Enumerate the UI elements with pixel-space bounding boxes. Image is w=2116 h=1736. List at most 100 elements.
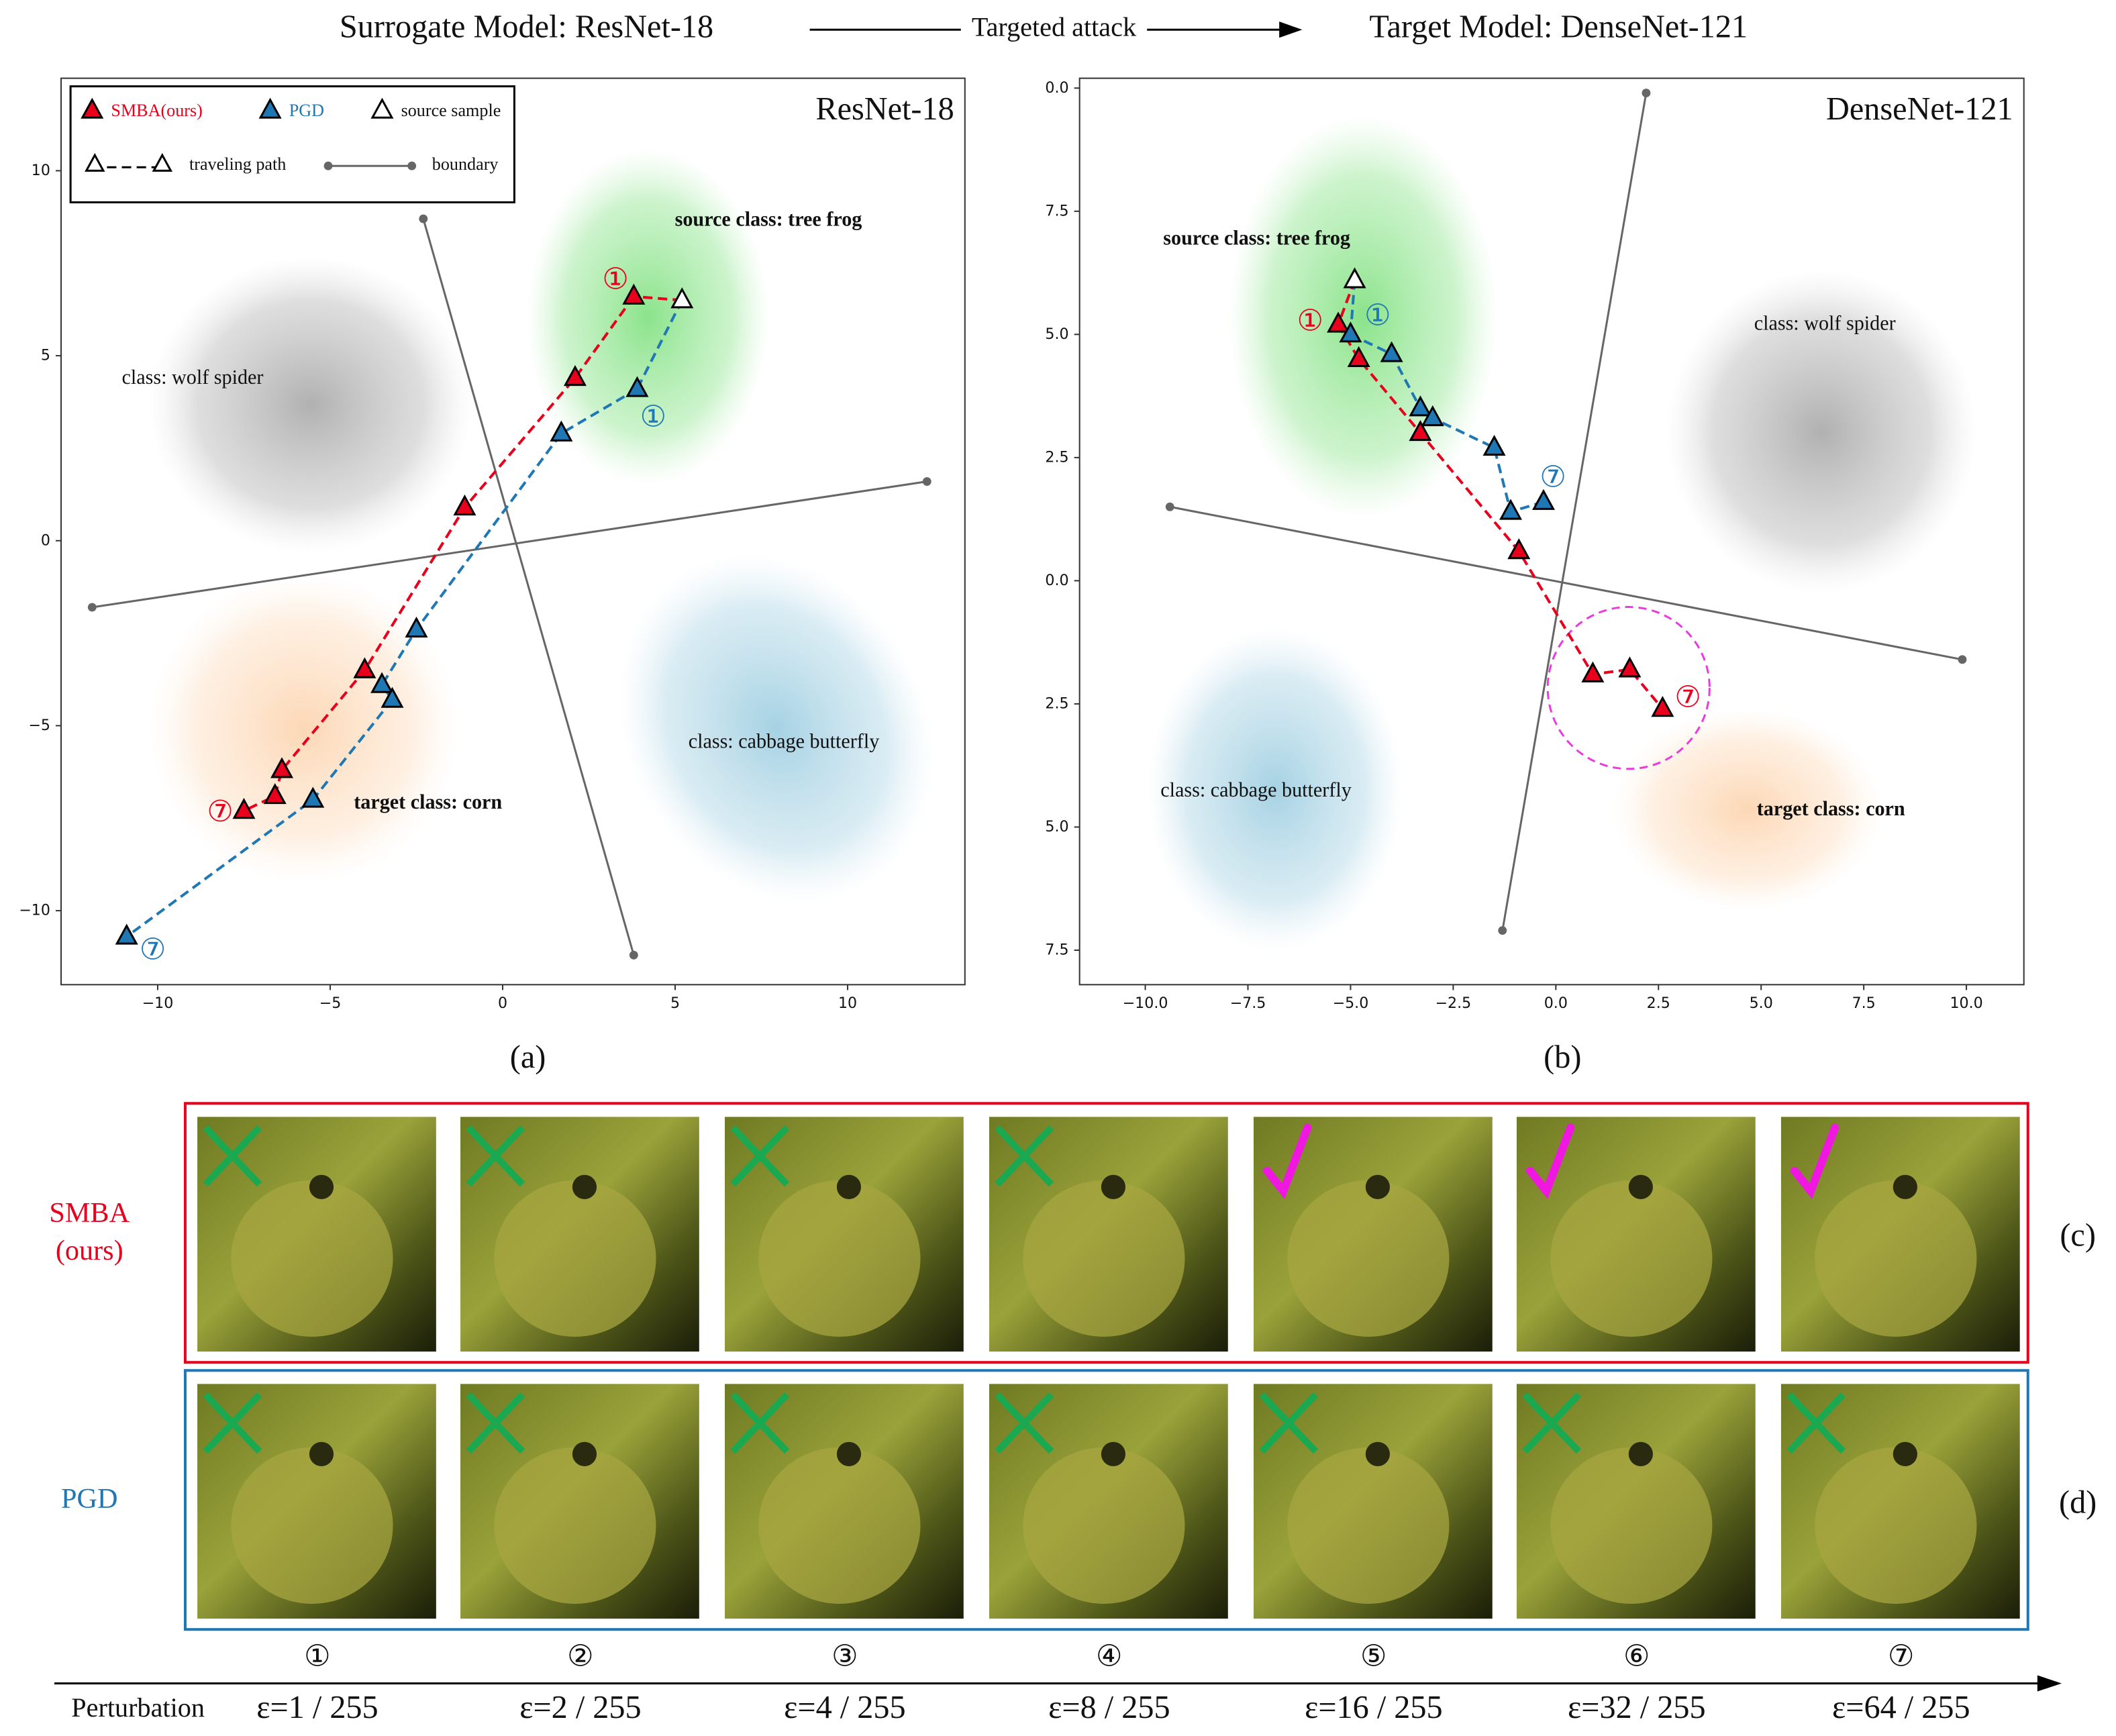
axis-arrow (2037, 1675, 2062, 1692)
boundary-end (87, 603, 97, 612)
fail-mark (730, 1125, 790, 1187)
epsilon-label: ε=8 / 255 (1048, 1690, 1170, 1725)
annotations: source class: tree frog class: wolf spid… (121, 208, 1905, 966)
step-label: ③ (832, 1640, 858, 1673)
frog-body (231, 1447, 393, 1604)
header: Surrogate Model: ResNet-18 Targeted atta… (340, 9, 1748, 46)
point (1618, 656, 1642, 678)
annotation: source class: tree frog (675, 208, 862, 231)
annotation: target class: corn (354, 790, 502, 813)
path-start (636, 299, 684, 390)
epsilon-label: ε=4 / 255 (784, 1690, 905, 1725)
step-label: ① (304, 1640, 331, 1673)
point (1651, 696, 1674, 717)
point (625, 376, 649, 397)
boundary-end (419, 214, 428, 223)
legend-symbol (323, 161, 333, 170)
epsilon-label: ε=32 / 255 (1568, 1690, 1706, 1725)
frog-eye (572, 1174, 597, 1199)
frog-body (758, 1180, 921, 1337)
frog-eye (1628, 1441, 1653, 1466)
frog-body (1815, 1447, 1977, 1604)
y-tick-label: 2.5 (1045, 695, 1068, 712)
epsilon-label: ε=16 / 255 (1305, 1690, 1443, 1725)
fail-mark (730, 1392, 790, 1454)
y-tick-label: 2.5 (1045, 448, 1068, 466)
x-tick-label: −5 (319, 994, 342, 1012)
y-tick-label: 0.0 (1045, 572, 1068, 589)
step-marker: ⑦ (1540, 461, 1566, 494)
frog-eye (309, 1441, 334, 1466)
point (1343, 267, 1366, 289)
caption: (b) (1544, 1039, 1581, 1075)
boundary-end (922, 477, 931, 486)
boundary-end (1498, 926, 1507, 935)
point (1339, 321, 1362, 343)
point (453, 494, 476, 516)
fail-mark (203, 1125, 262, 1187)
y-tick-label: 10 (32, 162, 50, 179)
y-tick-label: 0 (41, 531, 50, 549)
cloud (1666, 270, 1977, 594)
point (563, 364, 587, 387)
plot-frame (1078, 77, 2025, 986)
cloud (148, 256, 473, 554)
success-mark (1263, 1123, 1312, 1199)
arrow-head (1279, 21, 1303, 38)
clouds (148, 114, 1977, 952)
legend-label: boundary (432, 154, 499, 174)
point (353, 657, 376, 678)
frog-body (1815, 1180, 1977, 1337)
x-tick-label: 5.0 (1750, 994, 1773, 1012)
point (1482, 434, 1506, 456)
y-tick-label: 0.0 (1045, 79, 1068, 97)
success-mark (1790, 1123, 1840, 1199)
legend-symbol (81, 97, 104, 119)
cloud (1227, 114, 1498, 519)
legend-symbol (258, 97, 282, 119)
frog-body (758, 1447, 921, 1604)
epsilon-label: ε=1 / 255 (256, 1690, 378, 1725)
x-tick-label: 2.5 (1647, 994, 1670, 1012)
frog-eye (572, 1441, 597, 1466)
x-tick-label: −10 (142, 994, 174, 1012)
chart-title: ResNet-18 (815, 91, 954, 127)
frog-body (1550, 1180, 1713, 1337)
x-tick-label: −10.0 (1123, 994, 1168, 1012)
row-label: SMBA (49, 1197, 130, 1229)
y-tick-label: 7.5 (1045, 941, 1068, 958)
point (1421, 405, 1444, 427)
legend-label: source sample (401, 101, 501, 120)
point (1347, 346, 1370, 367)
x-tick-label: 10 (838, 994, 857, 1012)
point (1327, 311, 1350, 333)
step-label: ⑦ (1888, 1640, 1915, 1673)
panel-box (183, 1369, 2029, 1631)
boundary-end (1165, 502, 1174, 511)
annotation: source class: tree frog (1163, 227, 1350, 250)
header-middle: Targeted attack (972, 11, 1137, 42)
caption: (a) (510, 1039, 546, 1075)
x-tick-label: 7.5 (1852, 994, 1876, 1012)
annotation: class: wolf spider (121, 366, 263, 389)
fail-mark (466, 1125, 525, 1187)
boundary-end (629, 950, 638, 960)
legend-label: SMBA(ours) (111, 101, 202, 120)
x-tick-label: −7.5 (1230, 994, 1266, 1012)
point (115, 923, 138, 945)
step-marker: ① (640, 400, 667, 433)
epsilon-label: ε=64 / 255 (1832, 1690, 1970, 1725)
frog-eye (1893, 1441, 1917, 1466)
y-tick-label: −5 (28, 717, 50, 734)
step-marker: ⑦ (207, 795, 234, 828)
step-label: ④ (1096, 1640, 1123, 1673)
axis-label: Perturbation (71, 1692, 205, 1723)
cloud (1612, 708, 1882, 911)
step-marker: ⑦ (1674, 680, 1701, 713)
frog-body (1023, 1447, 1185, 1604)
legend-label: PGD (289, 101, 324, 120)
header-right: Target Model: DenseNet-121 (1369, 9, 1748, 44)
cloud (1147, 627, 1404, 952)
